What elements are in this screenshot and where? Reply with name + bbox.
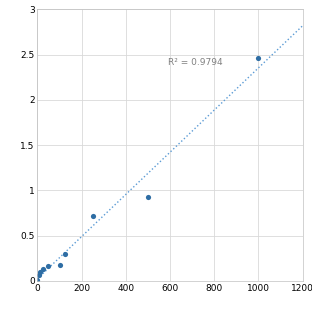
Point	[256, 56, 261, 61]
Point	[145, 194, 150, 199]
Text: R² = 0.9794: R² = 0.9794	[168, 58, 222, 67]
Point	[35, 277, 40, 282]
Point	[90, 213, 95, 218]
Point	[46, 264, 51, 269]
Point	[36, 273, 41, 278]
Point	[41, 266, 46, 271]
Point	[38, 269, 43, 274]
Point	[63, 251, 68, 256]
Point	[57, 262, 62, 267]
